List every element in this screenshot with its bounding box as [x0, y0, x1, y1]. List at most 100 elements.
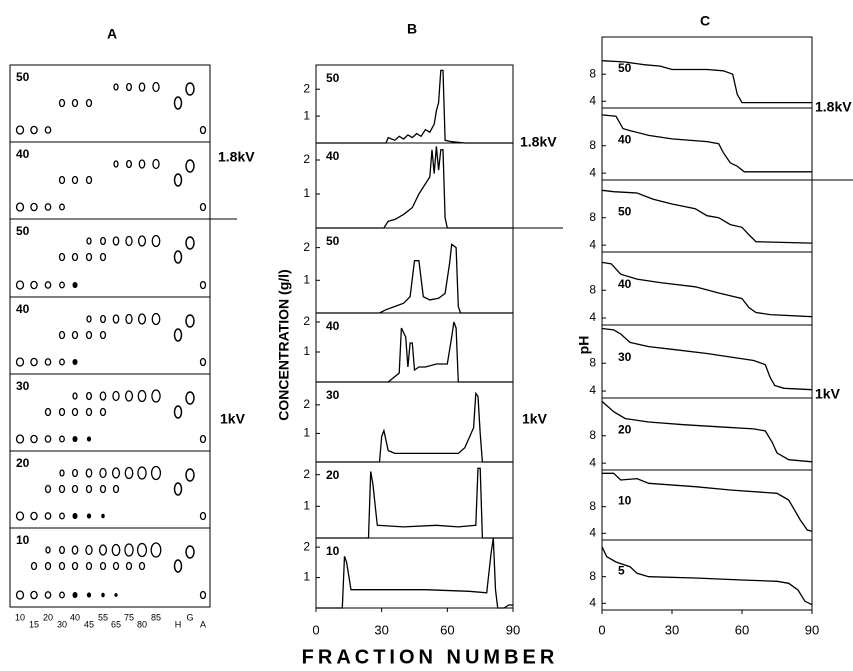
spot [152, 467, 161, 480]
spot [125, 468, 133, 479]
spot [17, 203, 24, 211]
spot [60, 486, 65, 493]
spot [175, 483, 182, 495]
spot [201, 359, 206, 366]
spot [100, 469, 106, 478]
line [602, 401, 812, 461]
spot [73, 437, 77, 442]
panel-title: B [407, 21, 417, 37]
spot [201, 513, 206, 520]
voltage-label: 1kV [522, 411, 548, 427]
plot-label: 10 [618, 494, 632, 508]
spot [101, 316, 106, 323]
y-tick-label: 1 [303, 426, 310, 440]
row-label: 20 [16, 456, 30, 470]
spot [126, 315, 132, 324]
spot [60, 409, 65, 416]
gel-row [10, 142, 210, 219]
plot-frame [602, 37, 812, 108]
line [316, 538, 513, 608]
spot [175, 97, 182, 109]
spot [45, 513, 50, 519]
plot-frame [316, 228, 513, 313]
plot-frame [602, 398, 812, 470]
spot [186, 83, 194, 95]
spot [138, 467, 146, 479]
line [602, 61, 812, 103]
spot [186, 469, 194, 481]
spot [46, 547, 50, 553]
voltage-label: 1.8kV [815, 99, 852, 115]
spot [73, 486, 78, 493]
spot [73, 100, 78, 107]
plot-label: 30 [326, 388, 340, 402]
y-tick-label: 8 [589, 138, 596, 152]
spot [87, 563, 92, 570]
plot-label: 10 [326, 544, 340, 558]
line [602, 190, 812, 243]
plot-frame [316, 313, 513, 382]
spot [45, 592, 50, 598]
y-tick-label: 2 [303, 467, 310, 481]
spot [152, 314, 160, 325]
lane-label: G [186, 612, 193, 622]
spot [152, 236, 160, 247]
y-tick-label: 4 [589, 310, 596, 324]
spot [60, 204, 65, 210]
row-label: 50 [16, 70, 30, 84]
spot [87, 332, 92, 339]
spot [101, 409, 106, 416]
x-tick-label: 0 [312, 622, 319, 637]
y-tick-label: 2 [303, 81, 310, 95]
spot [113, 315, 118, 323]
y-tick-label: 2 [303, 314, 310, 328]
lane-label: 10 [15, 612, 25, 622]
spot [60, 332, 65, 339]
spot [45, 127, 50, 133]
line [602, 473, 812, 531]
plot-label: 20 [618, 423, 632, 437]
spot [102, 593, 104, 596]
spot [87, 254, 92, 261]
spot [125, 544, 133, 556]
voltage-label: 1.8kV [520, 134, 557, 150]
spot [101, 486, 106, 493]
spot [46, 409, 51, 416]
line [602, 262, 812, 316]
spot [113, 237, 118, 245]
spot [101, 563, 106, 570]
x-axis-label: FRACTION NUMBER [302, 646, 559, 668]
spot [32, 563, 37, 570]
gel-row [10, 528, 210, 607]
y-tick-label: 4 [589, 237, 596, 251]
spot [73, 254, 78, 261]
spot [73, 360, 77, 365]
spot [112, 545, 120, 556]
spot [73, 177, 78, 184]
spot [31, 512, 37, 519]
spot [73, 332, 78, 339]
y-tick-label: 4 [589, 596, 596, 610]
plot-label: 50 [326, 234, 340, 248]
spot [175, 251, 182, 263]
line [316, 468, 513, 538]
y-tick-label: 2 [303, 240, 310, 254]
plot-frame [602, 540, 812, 610]
spot [60, 282, 65, 288]
y-tick-label: 4 [589, 165, 596, 179]
row-label: 10 [16, 533, 30, 547]
x-tick-label: 60 [440, 622, 454, 637]
plot-label: 5 [618, 564, 625, 578]
spot [101, 332, 106, 339]
spot [201, 127, 206, 134]
spot [31, 281, 37, 288]
lane-label: 40 [70, 612, 80, 622]
gel-row [10, 219, 210, 297]
lane-label: 55 [98, 612, 108, 622]
spot [138, 391, 146, 402]
line [316, 322, 513, 382]
spot [153, 160, 159, 169]
spot [46, 486, 51, 493]
spot [139, 83, 144, 91]
y-tick-label: 8 [589, 428, 596, 442]
